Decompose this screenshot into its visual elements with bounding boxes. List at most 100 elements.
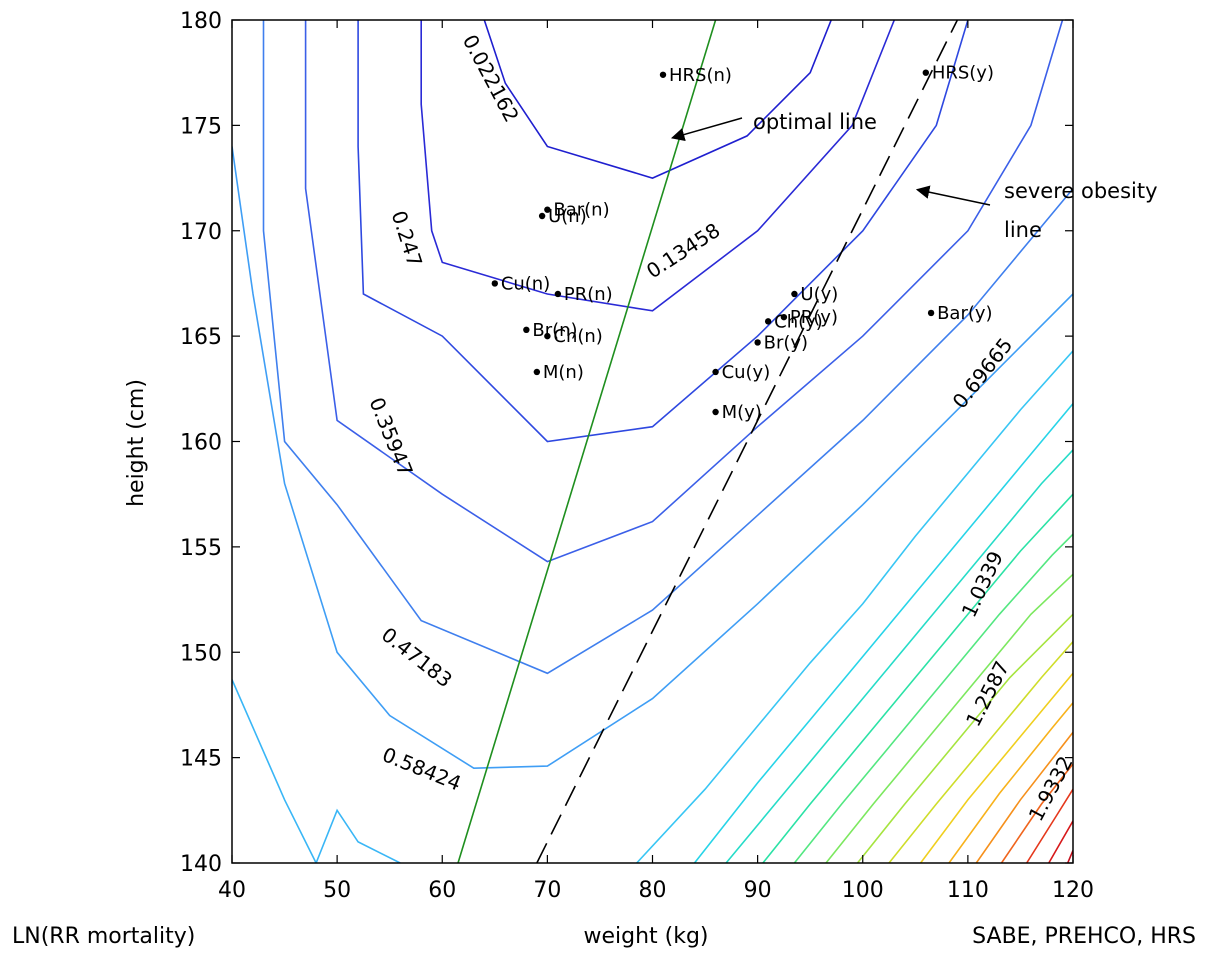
contour-label-3: 0.35947 bbox=[364, 394, 417, 480]
data-point-label: Ch(n) bbox=[553, 326, 602, 347]
reference-lines bbox=[457, 20, 959, 863]
contour-label-1: 0.13458 bbox=[642, 218, 724, 283]
y-tick-label: 165 bbox=[180, 325, 222, 350]
contour-label-5: 0.58424 bbox=[379, 742, 465, 795]
severe-obesity-line bbox=[536, 20, 959, 863]
data-point-label: PR(y) bbox=[790, 307, 838, 328]
x-tick-label: 60 bbox=[428, 878, 456, 903]
footer-left-label: LN(RR mortality) bbox=[12, 924, 196, 949]
x-tick-label: 70 bbox=[533, 878, 561, 903]
data-point-label: HRS(n) bbox=[669, 65, 732, 86]
data-point-label: PR(n) bbox=[564, 284, 613, 305]
data-point-label: Br(n) bbox=[532, 320, 577, 341]
contour-line-6 bbox=[232, 679, 401, 863]
x-tick-label: 120 bbox=[1052, 878, 1094, 903]
contour-line-9 bbox=[725, 449, 1073, 863]
y-tick-label: 145 bbox=[180, 747, 222, 772]
data-point-marker bbox=[544, 206, 551, 213]
data-point-marker bbox=[491, 280, 499, 287]
data-point-label: Br(y) bbox=[764, 332, 808, 353]
data-point-marker bbox=[712, 408, 719, 416]
x-tick-label: 80 bbox=[639, 878, 667, 903]
contour-line-8 bbox=[693, 403, 1073, 863]
data-point-label: HRS(y) bbox=[932, 63, 994, 84]
y-tick-label: 170 bbox=[180, 220, 222, 245]
contour-labels: 0.022162 0.13458 0.247 0.35947 0.47183 0.5842… bbox=[364, 31, 1077, 826]
data-point-marker bbox=[554, 290, 562, 298]
x-tick-label: 100 bbox=[842, 878, 884, 903]
y-tick-label: 180 bbox=[180, 9, 222, 34]
contour-line-1 bbox=[420, 20, 896, 312]
contour-line-13 bbox=[856, 613, 1073, 863]
data-point-marker bbox=[922, 69, 930, 76]
data-point-label: Cu(y) bbox=[722, 362, 771, 383]
contour-line-17 bbox=[975, 731, 1073, 863]
data-point-marker bbox=[754, 339, 761, 346]
severe-obesity-annotation-line2: line bbox=[1004, 218, 1042, 242]
data-point-marker bbox=[659, 71, 667, 78]
data-point-label: M(y) bbox=[722, 402, 762, 423]
data-point-label: M(n) bbox=[543, 362, 584, 383]
data-point-marker bbox=[764, 318, 772, 325]
contour-line-4 bbox=[262, 20, 1073, 675]
contour-line-7 bbox=[636, 350, 1073, 863]
y-tick-label: 150 bbox=[180, 641, 222, 666]
severe-obesity-arrow bbox=[915, 185, 991, 206]
x-tick-label: 90 bbox=[744, 878, 772, 903]
data-point-marker bbox=[538, 212, 546, 220]
y-tick-label: 175 bbox=[180, 114, 222, 139]
x-tick-label: 110 bbox=[947, 878, 989, 903]
plot-area: 0.022162 0.13458 0.247 0.35947 0.47183 0.5842… bbox=[232, 20, 1158, 863]
contour-line-14 bbox=[888, 641, 1073, 863]
data-point-marker bbox=[791, 290, 798, 298]
contour-line-18 bbox=[1000, 763, 1073, 863]
contour-line-5 bbox=[232, 146, 1073, 770]
contour-label-10: 1.0339 bbox=[957, 547, 1008, 621]
data-points: HRS(n) HRS(y)Bar(n)U(n)Cu(n)PR(n)Br(n)Ch(… bbox=[491, 63, 994, 423]
data-point-marker bbox=[927, 309, 935, 317]
annotations: optimal line severe obesity line bbox=[670, 110, 1158, 242]
contour-line-15 bbox=[919, 672, 1073, 863]
data-point-label: Bar(y) bbox=[937, 303, 992, 324]
contour-line-2 bbox=[357, 20, 969, 443]
data-point-marker bbox=[533, 368, 541, 376]
data-point-label: Cu(n) bbox=[501, 273, 550, 294]
contour-line-3 bbox=[304, 20, 1064, 563]
contour-label-2: 0.247 bbox=[387, 208, 428, 270]
contour-line-0 bbox=[483, 20, 832, 179]
y-tick-label: 140 bbox=[180, 852, 222, 877]
optimal-line-arrow bbox=[670, 117, 743, 142]
y-tick-label: 155 bbox=[180, 536, 222, 561]
contour-label-4: 0.47183 bbox=[377, 622, 457, 692]
data-point-label: Ch(y) bbox=[774, 311, 823, 332]
data-point-label: Bar(n) bbox=[553, 200, 609, 221]
y-axis-label: height (cm) bbox=[124, 379, 149, 507]
contour-lines bbox=[232, 20, 1073, 863]
contour-line-12 bbox=[825, 573, 1073, 863]
contour-line-20 bbox=[1048, 820, 1073, 863]
contour-line-21 bbox=[1066, 850, 1073, 863]
data-point-marker bbox=[544, 332, 551, 340]
axis-ticks: 40 50 60 70 80 90 100 110 120 140 145 150 155 160 165 1… bbox=[180, 9, 1094, 903]
contour-label-7: 0.69665 bbox=[948, 333, 1018, 413]
contour-label-0: 0.022162 bbox=[458, 31, 524, 127]
data-point-label: U(n) bbox=[548, 206, 587, 227]
optimal-line bbox=[457, 20, 717, 863]
x-tick-label: 40 bbox=[218, 878, 246, 903]
data-point-label: U(y) bbox=[800, 284, 838, 305]
y-tick-label: 160 bbox=[180, 431, 222, 456]
severe-obesity-annotation: severe obesity bbox=[1004, 179, 1158, 203]
data-point-marker bbox=[523, 326, 530, 334]
contour-line-19 bbox=[1026, 788, 1073, 863]
data-point-marker bbox=[712, 368, 719, 376]
contour-line-11 bbox=[793, 533, 1073, 863]
x-tick-label: 50 bbox=[323, 878, 351, 903]
optimal-line-annotation: optimal line bbox=[753, 110, 877, 134]
footer-right-label: SABE, PREHCO, HRS bbox=[972, 924, 1196, 949]
x-axis-label: weight (kg) bbox=[583, 924, 708, 949]
contour-line-10 bbox=[762, 493, 1073, 863]
contour-line-16 bbox=[948, 702, 1073, 863]
contour-label-19: 1.9332 bbox=[1024, 752, 1078, 825]
data-point-marker bbox=[780, 313, 788, 321]
